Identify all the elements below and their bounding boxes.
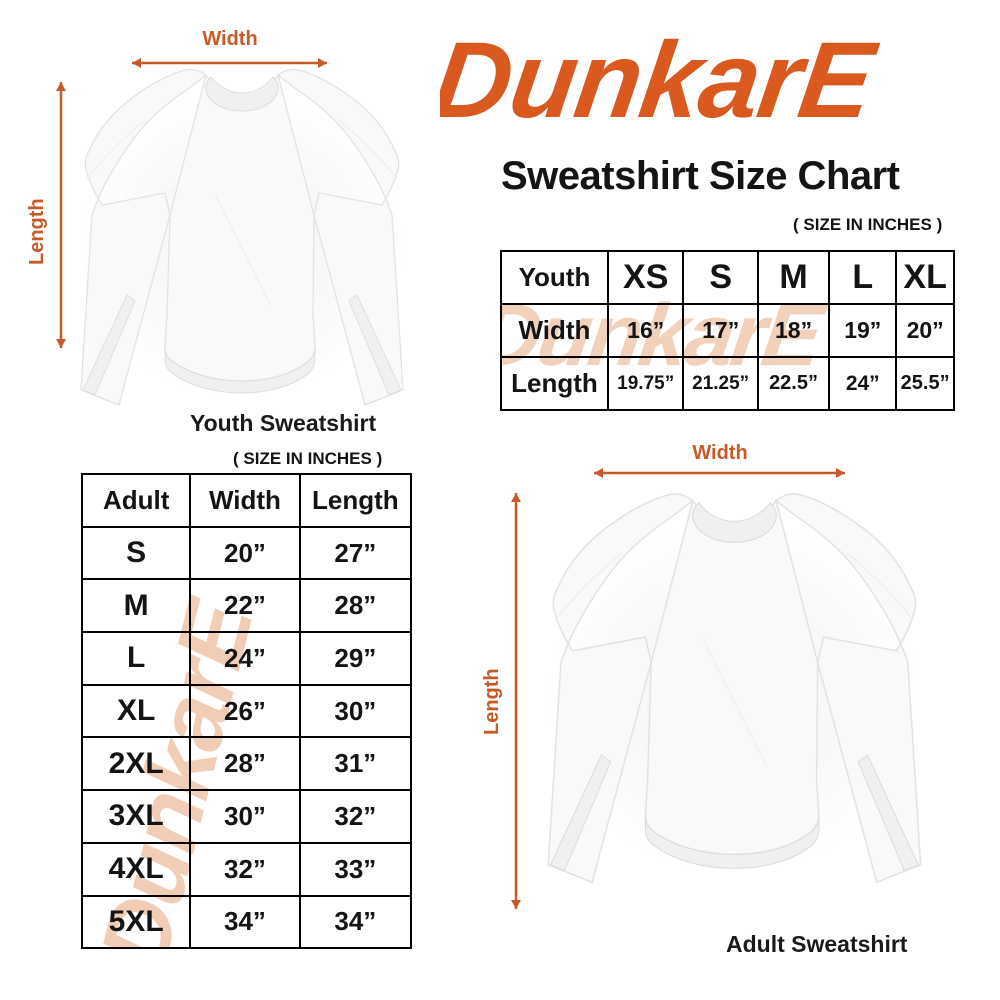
svg-text:DunkarE: DunkarE — [440, 19, 885, 139]
